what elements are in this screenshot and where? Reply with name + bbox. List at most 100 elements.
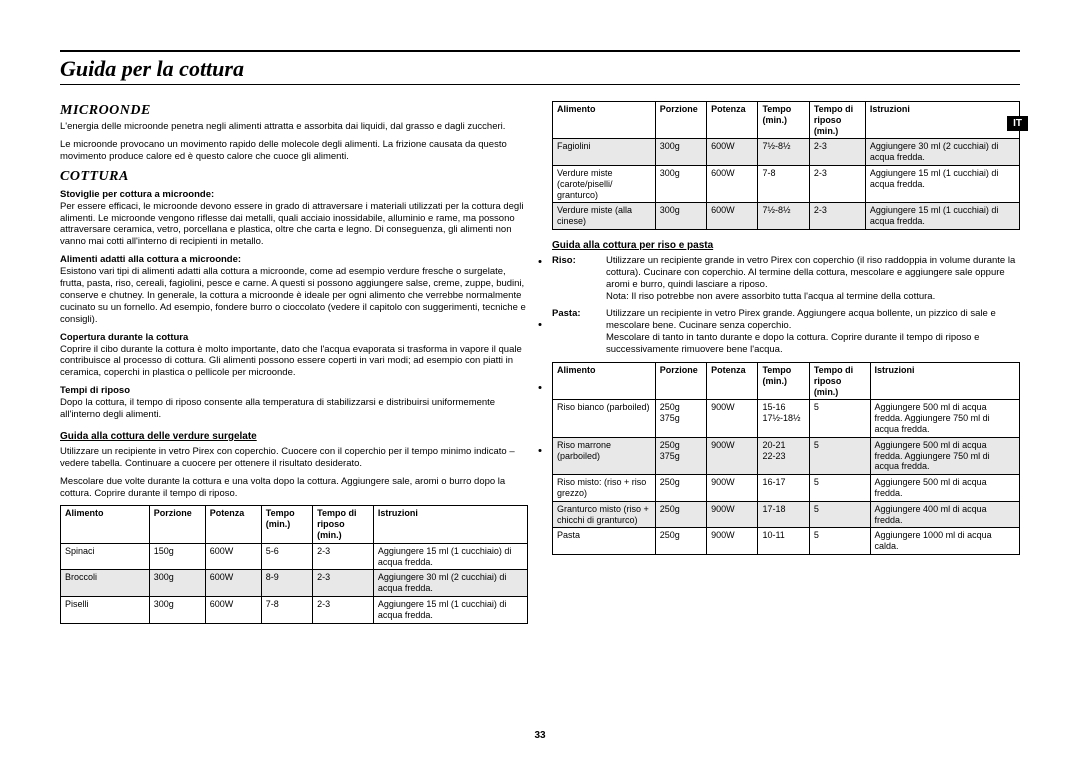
copertura-label: Copertura durante la cottura (60, 332, 528, 343)
table-cell: Aggiungere 15 ml (1 cucchiai) di acqua f… (865, 165, 1019, 202)
table-cell: 5 (809, 528, 870, 555)
table-row: Broccoli300g600W8-92-3Aggiungere 30 ml (… (61, 570, 528, 597)
copertura-text: Coprire il cibo durante la cottura è mol… (60, 344, 528, 380)
table-cell: Spinaci (61, 543, 150, 570)
page-title: Guida per la cottura (60, 56, 244, 82)
table-cell: 16-17 (758, 475, 809, 502)
table-cell: 600W (707, 139, 758, 166)
table-cell: Riso bianco (parboiled) (553, 400, 656, 437)
table-cell: 2-3 (313, 543, 374, 570)
table-cell: 600W (707, 203, 758, 230)
table-cell: Aggiungere 30 ml (2 cucchiai) di acqua f… (865, 139, 1019, 166)
table-row: Riso bianco (parboiled)250g 375g900W15-1… (553, 400, 1020, 437)
table-cell: 600W (707, 165, 758, 202)
col-header: Istruzioni (865, 102, 1019, 139)
table-cell: Fagiolini (553, 139, 656, 166)
col-header: Potenza (707, 362, 758, 399)
table-cell: Aggiungere 500 ml di acqua fredda. (870, 475, 1019, 502)
table-cell: 300g (149, 570, 205, 597)
table-cell: 300g (149, 596, 205, 623)
title-row: Guida per la cottura (60, 56, 1020, 85)
table-cell: 5 (809, 400, 870, 437)
table-cell: 600W (205, 596, 261, 623)
table-row: Fagiolini300g600W7½-8½2-3Aggiungere 30 m… (553, 139, 1020, 166)
table-cell: 2-3 (313, 596, 374, 623)
alimenti-text: Esistono vari tipi di alimenti adatti al… (60, 266, 528, 325)
table-cell: Aggiungere 15 ml (1 cucchiai) di acqua f… (373, 596, 527, 623)
table-cell: 8-9 (261, 570, 312, 597)
riso-label: Riso: (552, 255, 594, 303)
riso-pasta-heading: Guida alla cottura per riso e pasta (552, 240, 1020, 251)
alimenti-label: Alimenti adatti alla cottura a microonde… (60, 254, 528, 265)
table-cell: 600W (205, 570, 261, 597)
col-header: Tempo (min.) (261, 506, 312, 543)
table-cell: 10-11 (758, 528, 809, 555)
table-row: Riso misto: (riso + riso grezzo)250g900W… (553, 475, 1020, 502)
table-cell: 900W (707, 475, 758, 502)
table-cell: 900W (707, 437, 758, 474)
table-row: Verdure miste (alla cinese)300g600W7½-8½… (553, 203, 1020, 230)
binding-dots (539, 260, 542, 452)
riso-row: Riso: Utilizzare un recipiente grande in… (552, 255, 1020, 303)
table-cell: Aggiungere 500 ml di acqua fredda. Aggiu… (870, 400, 1019, 437)
table-cell: Broccoli (61, 570, 150, 597)
table-cell: 150g (149, 543, 205, 570)
table-cell: 900W (707, 528, 758, 555)
table-cell: 300g (655, 139, 706, 166)
left-column: MICROONDE L'energia delle microonde pene… (60, 97, 528, 624)
table-cell: 600W (205, 543, 261, 570)
col-header: Potenza (707, 102, 758, 139)
table-cell: Pasta (553, 528, 656, 555)
table-cell: 17-18 (758, 501, 809, 528)
table-cell: 2-3 (809, 203, 865, 230)
table-cell: 900W (707, 400, 758, 437)
table-row: Verdure miste (carote/piselli/ granturco… (553, 165, 1020, 202)
col-header: Tempo di riposo (min.) (809, 102, 865, 139)
table-row: Pasta250g900W10-115Aggiungere 1000 ml di… (553, 528, 1020, 555)
definition-list: Riso: Utilizzare un recipiente grande in… (552, 255, 1020, 356)
col-header: Istruzioni (870, 362, 1019, 399)
table-cell: 20-21 22-23 (758, 437, 809, 474)
verdure-guide-p1: Utilizzare un recipiente in vetro Pirex … (60, 446, 528, 470)
table-cell: 2-3 (313, 570, 374, 597)
table-cell: Aggiungere 500 ml di acqua fredda. Aggiu… (870, 437, 1019, 474)
table-cell: Granturco misto (riso + chicchi di grant… (553, 501, 656, 528)
riposo-text: Dopo la cottura, il tempo di riposo cons… (60, 397, 528, 421)
col-header: Tempo (min.) (758, 102, 809, 139)
table-cell: 7-8 (758, 165, 809, 202)
table-verdure-1: AlimentoPorzionePotenzaTempo (min.)Tempo… (60, 505, 528, 623)
table-row: Granturco misto (riso + chicchi di grant… (553, 501, 1020, 528)
col-header: Porzione (655, 362, 706, 399)
table-cell: Aggiungere 30 ml (2 cucchiai) di acqua f… (373, 570, 527, 597)
stoviglie-text: Per essere efficaci, le microonde devono… (60, 201, 528, 249)
col-header: Porzione (149, 506, 205, 543)
pasta-row: Pasta: Utilizzare un recipiente in vetro… (552, 308, 1020, 356)
table-cell: 5 (809, 437, 870, 474)
col-header: Tempo (min.) (758, 362, 809, 399)
microonde-p1: L'energia delle microonde penetra negli … (60, 121, 528, 133)
table-cell: 2-3 (809, 165, 865, 202)
stoviglie-label: Stoviglie per cottura a microonde: (60, 189, 528, 200)
pasta-body: Utilizzare un recipiente in vetro Pirex … (606, 308, 1020, 356)
table-riso-pasta: AlimentoPorzionePotenzaTempo (min.)Tempo… (552, 362, 1020, 555)
cottura-heading: COTTURA (60, 169, 528, 185)
page-number: 33 (0, 730, 1080, 741)
table-row: Piselli300g600W7-82-3Aggiungere 15 ml (1… (61, 596, 528, 623)
table-cell: 250g 375g (655, 400, 706, 437)
table-cell: 2-3 (809, 139, 865, 166)
table-cell: Verdure miste (carote/piselli/ granturco… (553, 165, 656, 202)
table-cell: 7-8 (261, 596, 312, 623)
table-row: Spinaci150g600W5-62-3Aggiungere 15 ml (1… (61, 543, 528, 570)
table-cell: Aggiungere 400 ml di acqua fredda. (870, 501, 1019, 528)
table-cell: 5 (809, 475, 870, 502)
table-cell: Piselli (61, 596, 150, 623)
table-cell: 300g (655, 203, 706, 230)
col-header: Alimento (553, 102, 656, 139)
table-cell: Aggiungere 15 ml (1 cucchiai) di acqua f… (865, 203, 1019, 230)
col-header: Tempo di riposo (min.) (313, 506, 374, 543)
top-rule (60, 50, 1020, 52)
microonde-p2: Le microonde provocano un movimento rapi… (60, 139, 528, 163)
table-cell: 250g (655, 528, 706, 555)
col-header: Alimento (553, 362, 656, 399)
riposo-label: Tempi di riposo (60, 385, 528, 396)
